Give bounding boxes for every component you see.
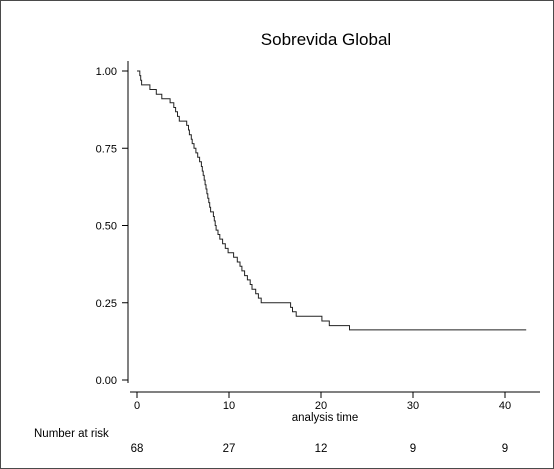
- y-tick-label: 1.00: [96, 66, 117, 78]
- x-tick-label: 30: [407, 400, 419, 412]
- risk-value: 12: [315, 443, 328, 455]
- risk-value: 27: [223, 443, 236, 455]
- y-tick-label: 0.75: [96, 143, 117, 155]
- y-axis-ticks: 0.00 0.25 0.50 0.75 1.00: [96, 66, 128, 387]
- y-tick-label: 0.00: [96, 375, 117, 387]
- chart-title: Sobrevida Global: [261, 30, 391, 49]
- risk-table-values: 68 27 12 9 9: [131, 443, 509, 455]
- survival-curve: [137, 70, 527, 331]
- y-tick-label: 0.25: [96, 298, 117, 310]
- risk-table-label: Number at risk: [34, 428, 109, 440]
- risk-value: 9: [410, 443, 416, 455]
- risk-value: 68: [131, 443, 144, 455]
- y-tick-label: 0.50: [96, 221, 117, 233]
- x-tick-label: 0: [134, 400, 140, 412]
- x-tick-label: 40: [499, 400, 511, 412]
- x-tick-label: 10: [223, 400, 235, 412]
- x-axis-title: analysis time: [292, 412, 358, 424]
- x-tick-label: 20: [315, 400, 327, 412]
- x-axis-ticks: 0 10 20 30 40: [134, 392, 511, 412]
- risk-value: 9: [502, 443, 508, 455]
